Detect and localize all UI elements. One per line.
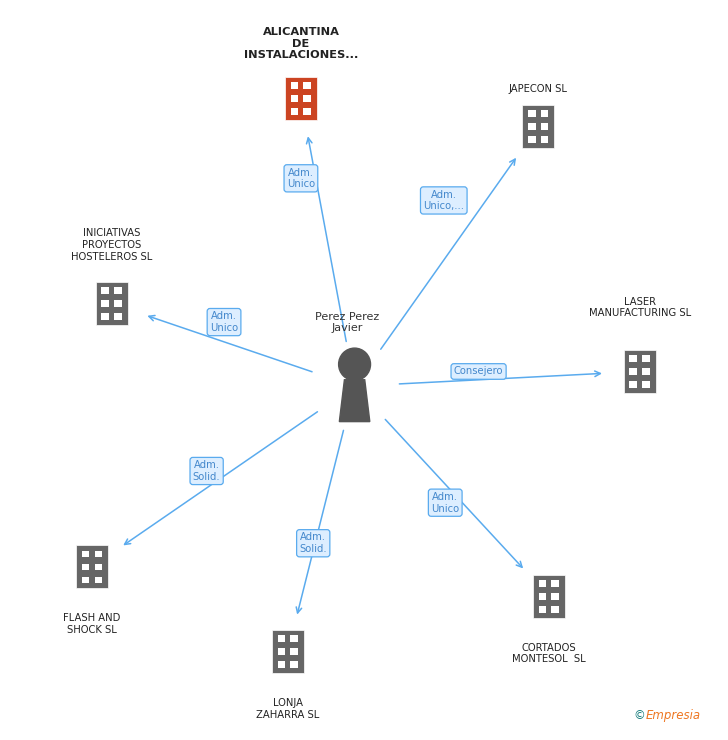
FancyBboxPatch shape <box>630 369 637 374</box>
FancyBboxPatch shape <box>528 124 536 130</box>
Text: ALICANTINA
DE
INSTALACIONES...: ALICANTINA DE INSTALACIONES... <box>244 27 358 61</box>
Text: INICIATIVAS
PROYECTOS
HOSTELEROS SL: INICIATIVAS PROYECTOS HOSTELEROS SL <box>71 229 152 262</box>
FancyBboxPatch shape <box>533 575 565 618</box>
Text: LONJA
ZAHARRA SL: LONJA ZAHARRA SL <box>256 698 320 720</box>
FancyBboxPatch shape <box>528 136 536 143</box>
FancyBboxPatch shape <box>528 110 536 117</box>
FancyBboxPatch shape <box>76 545 108 588</box>
FancyBboxPatch shape <box>552 593 559 599</box>
FancyBboxPatch shape <box>95 551 102 557</box>
FancyBboxPatch shape <box>539 606 547 613</box>
FancyBboxPatch shape <box>304 109 311 115</box>
FancyBboxPatch shape <box>290 109 298 115</box>
Text: FLASH AND
SHOCK SL: FLASH AND SHOCK SL <box>63 613 121 635</box>
Text: Adm.
Solid.: Adm. Solid. <box>193 460 221 482</box>
FancyBboxPatch shape <box>82 576 90 583</box>
FancyBboxPatch shape <box>304 82 311 89</box>
Text: CORTADOS
MONTESOL  SL: CORTADOS MONTESOL SL <box>512 643 586 665</box>
FancyBboxPatch shape <box>285 77 317 120</box>
FancyBboxPatch shape <box>304 95 311 102</box>
FancyBboxPatch shape <box>630 355 637 362</box>
FancyBboxPatch shape <box>541 110 548 117</box>
FancyBboxPatch shape <box>630 381 637 388</box>
FancyBboxPatch shape <box>552 580 559 587</box>
FancyBboxPatch shape <box>95 576 102 583</box>
FancyBboxPatch shape <box>642 381 650 388</box>
Text: ©: © <box>634 710 646 722</box>
FancyBboxPatch shape <box>290 82 298 89</box>
FancyBboxPatch shape <box>114 314 122 320</box>
Text: Adm.
Unico: Adm. Unico <box>431 492 459 514</box>
FancyBboxPatch shape <box>114 287 122 294</box>
FancyBboxPatch shape <box>539 580 547 587</box>
Circle shape <box>339 348 371 380</box>
FancyBboxPatch shape <box>95 282 127 325</box>
Text: Adm.
Unico,...: Adm. Unico,... <box>423 189 464 211</box>
Text: JAPECON SL: JAPECON SL <box>509 84 568 93</box>
FancyBboxPatch shape <box>290 95 298 102</box>
FancyBboxPatch shape <box>95 564 102 570</box>
FancyBboxPatch shape <box>522 105 554 148</box>
Text: Adm.
Unico: Adm. Unico <box>210 312 238 333</box>
Text: Empresia: Empresia <box>646 710 700 722</box>
Text: LASER
MANUFACTURING SL: LASER MANUFACTURING SL <box>588 297 691 318</box>
FancyBboxPatch shape <box>272 630 304 673</box>
FancyBboxPatch shape <box>101 300 109 307</box>
FancyBboxPatch shape <box>101 314 109 320</box>
FancyBboxPatch shape <box>277 636 285 642</box>
FancyBboxPatch shape <box>290 636 298 642</box>
FancyBboxPatch shape <box>290 648 298 655</box>
FancyBboxPatch shape <box>82 551 90 557</box>
FancyBboxPatch shape <box>277 662 285 668</box>
FancyBboxPatch shape <box>642 355 650 362</box>
Polygon shape <box>339 380 370 422</box>
FancyBboxPatch shape <box>552 606 559 613</box>
Text: Consejero: Consejero <box>454 366 503 377</box>
FancyBboxPatch shape <box>277 648 285 655</box>
FancyBboxPatch shape <box>539 593 547 599</box>
FancyBboxPatch shape <box>541 124 548 130</box>
Text: Adm.
Unico: Adm. Unico <box>287 167 315 189</box>
FancyBboxPatch shape <box>642 369 650 374</box>
FancyBboxPatch shape <box>624 350 655 393</box>
FancyBboxPatch shape <box>114 300 122 307</box>
Text: Adm.
Solid.: Adm. Solid. <box>299 533 327 554</box>
FancyBboxPatch shape <box>541 136 548 143</box>
Text: Perez Perez
Javier: Perez Perez Javier <box>315 312 379 333</box>
FancyBboxPatch shape <box>82 564 90 570</box>
FancyBboxPatch shape <box>101 287 109 294</box>
FancyBboxPatch shape <box>290 662 298 668</box>
